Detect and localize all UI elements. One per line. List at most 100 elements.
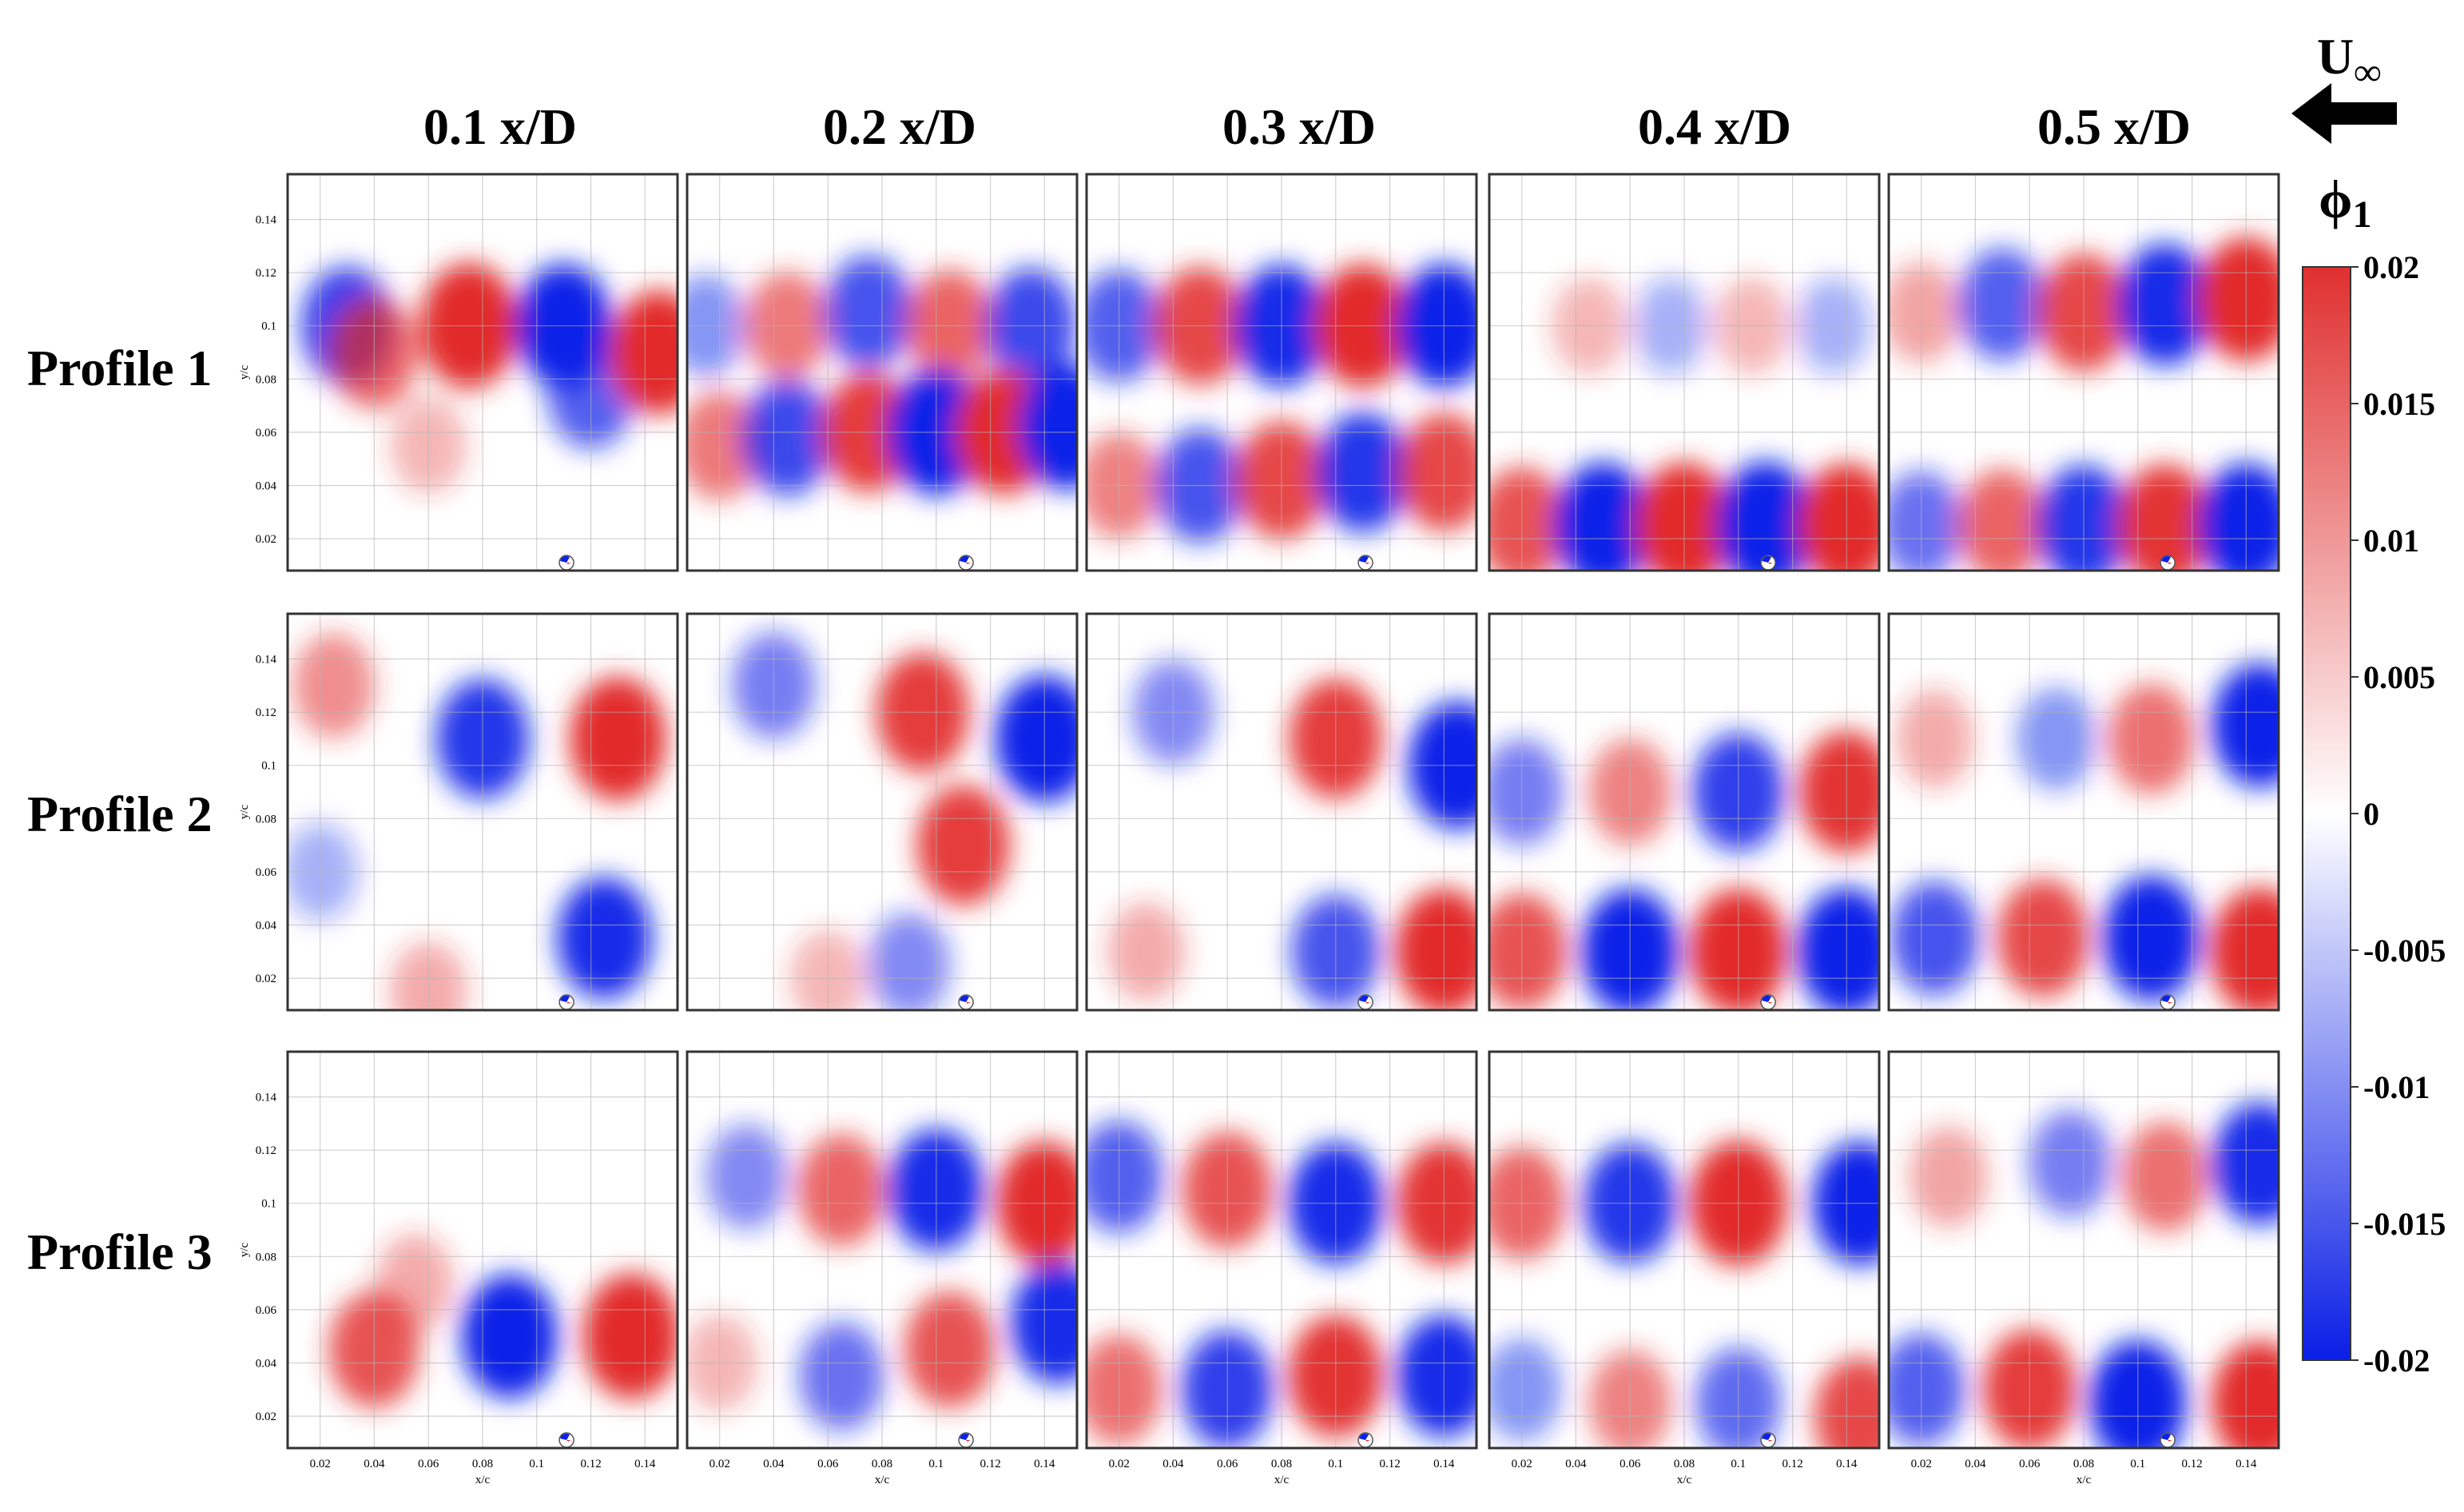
x-tick-label: 0.12	[580, 1458, 601, 1470]
airfoil-marker-icon	[2160, 555, 2176, 571]
panel-r1-c1: 0.14 0.12 0.1 0.08 0.06 0.04 0.02 y/c	[238, 173, 679, 572]
airfoil-marker-icon	[1760, 1432, 1776, 1448]
negative-structure	[1890, 881, 1980, 996]
airfoil-marker-icon	[1760, 555, 1776, 571]
negative-structure	[1489, 1338, 1562, 1442]
panel-r3-c4: 0.02 0.04 0.06 0.08 0.1 0.12 0.14 x/c	[1488, 1050, 1881, 1486]
colorbar-tick-label: 0.015	[2363, 386, 2435, 422]
panel-frame	[1488, 612, 1881, 1012]
colorbar-tick-label: 0	[2363, 796, 2379, 832]
mode-field	[687, 174, 1077, 571]
y-axis-label: y/c	[238, 804, 251, 819]
row-label-2: Profile 3	[27, 1224, 213, 1280]
x-tick-label: 0.1	[928, 1458, 944, 1470]
y-tick-label: 0.14	[256, 214, 277, 227]
mode-field	[1889, 174, 2279, 571]
panel-r1-c4	[1488, 173, 1881, 572]
colorbar-ticks: 0.02 0.015 0.01 0.005 0 -0.005 -0.01 -0.015 -0.0…	[2351, 249, 2446, 1379]
negative-structure	[1017, 364, 1077, 490]
positive-structure	[797, 1133, 885, 1247]
negative-structure	[2198, 463, 2279, 571]
mode-label-sub: 1	[2352, 193, 2371, 236]
airfoil-marker-icon	[2160, 1432, 2176, 1448]
mode-field	[1087, 174, 1476, 571]
colorbar-tick-label: 0.005	[2363, 659, 2435, 695]
airfoil-marker-icon	[958, 994, 974, 1010]
negative-structure	[2212, 1102, 2279, 1225]
panel-r2-c1: 0.14 0.12 0.1 0.08 0.06 0.04 0.02 y/c	[238, 612, 679, 1012]
column-header-3: 0.4 x/D	[1638, 98, 1791, 155]
panel-grid-lines	[687, 1052, 1077, 1448]
colorbar-tick-label: -0.02	[2363, 1343, 2430, 1379]
positive-structure	[1909, 1126, 1988, 1228]
x-tick-label: 0.12	[1379, 1458, 1400, 1470]
x-axis-label: x/c	[2077, 1474, 2092, 1486]
y-tick-label: 0.1	[261, 1198, 276, 1211]
negative-structure	[1087, 1120, 1163, 1233]
positive-structure	[2108, 683, 2195, 794]
panel-r2-c4	[1488, 612, 1881, 1012]
y-tick-label: 0.1	[261, 320, 276, 333]
panel-frame	[686, 173, 1079, 572]
panel-frame	[286, 1050, 679, 1450]
negative-structure	[2102, 875, 2200, 1001]
x-tick-label: 0.02	[1109, 1458, 1130, 1470]
positive-structure	[687, 391, 762, 500]
positive-structure	[2198, 237, 2279, 362]
panel-grid-lines	[1087, 174, 1476, 571]
x-tick-label: 0.06	[817, 1458, 839, 1470]
x-tick-label: 0.14	[1433, 1458, 1455, 1470]
x-tick-label: 0.06	[418, 1458, 439, 1470]
x-axis-label: x/c	[475, 1474, 491, 1486]
colorbar-tick-label: 0.01	[2363, 523, 2419, 559]
panel-grid-lines	[288, 174, 678, 571]
positive-structure	[1087, 1334, 1162, 1445]
panel-r2-c2	[686, 612, 1079, 1012]
x-tick-label: 0.02	[1512, 1458, 1532, 1470]
x-tick-label: 0.1	[2130, 1458, 2145, 1470]
y-tick-label: 0.04	[256, 920, 277, 933]
airfoil-marker-icon	[1357, 1432, 1373, 1448]
y-tick-label: 0.06	[256, 1304, 277, 1317]
freestream-label: U∞	[2317, 28, 2381, 94]
x-axis-label: x/c	[875, 1474, 890, 1486]
negative-structure	[1797, 887, 1879, 1010]
airfoil-marker-icon	[558, 1432, 574, 1448]
x-tick-label: 0.04	[763, 1458, 785, 1470]
airfoil-marker-icon	[558, 994, 574, 1010]
y-tick-label: 0.04	[256, 480, 277, 493]
freestream-indicator: U∞	[2291, 28, 2397, 144]
panel-grid-lines	[687, 614, 1077, 1010]
panel-frame	[1887, 1050, 2280, 1450]
column-header-0: 0.1 x/D	[423, 98, 577, 155]
x-tick-label: 0.04	[1965, 1458, 1986, 1470]
positive-structure	[610, 290, 678, 415]
airfoil-marker-icon	[958, 555, 974, 571]
negative-structure	[741, 379, 833, 496]
panel-grid: 0.140.120.10.080.060.040.02y/c0.140.120.…	[238, 173, 2280, 1486]
y-tick-label: 0.02	[256, 1411, 276, 1423]
y-tick-label: 0.08	[256, 1251, 276, 1263]
panel-r3-c5: 0.02 0.04 0.06 0.08 0.1 0.12 0.14 x/c	[1887, 1050, 2280, 1486]
positive-structure	[904, 1291, 996, 1408]
y-tick-label: 0.08	[256, 813, 276, 826]
y-tick-label: 0.12	[256, 267, 276, 280]
panel-grid-lines	[1889, 174, 2279, 571]
negative-structure	[557, 877, 652, 1000]
panel-grid-lines	[288, 614, 678, 1010]
colorbar-gradient	[2302, 266, 2351, 1361]
positive-structure	[1489, 467, 1568, 571]
panel-frame	[1488, 1050, 1881, 1450]
x-tick-label: 0.04	[364, 1458, 385, 1470]
mode-field	[288, 1052, 678, 1448]
positive-structure	[2210, 887, 2279, 1010]
negative-structure	[1889, 1333, 1965, 1446]
mode-field	[1889, 614, 2279, 1010]
x-tick-label: 0.08	[1271, 1458, 1292, 1470]
y-tick-label: 0.08	[256, 373, 276, 386]
x-tick-label: 0.08	[472, 1458, 493, 1470]
column-header-1: 0.2 x/D	[823, 98, 976, 155]
freestream-label-sub: ∞	[2354, 51, 2381, 94]
x-tick-label: 0.02	[1911, 1458, 1932, 1470]
panel-grid-lines	[1489, 614, 1879, 1010]
